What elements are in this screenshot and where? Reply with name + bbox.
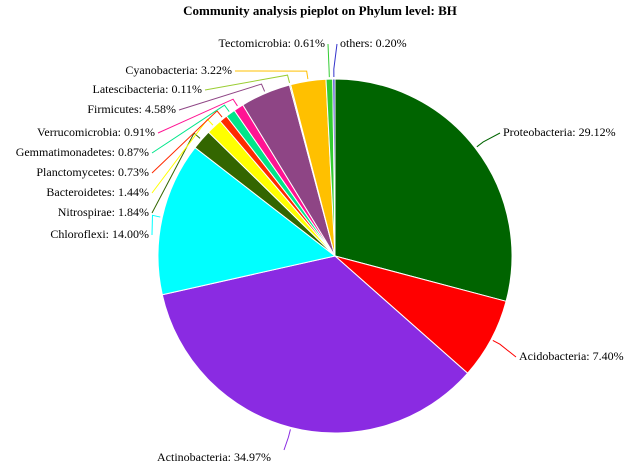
chart-title: Community analysis pieplot on Phylum lev…	[183, 3, 457, 18]
leader-line	[151, 104, 230, 154]
slice-label: Chloroflexi: 14.00%	[50, 227, 149, 241]
leader-line	[151, 118, 214, 194]
leader-line	[151, 110, 223, 174]
slice-label: Acidobacteria: 7.40%	[519, 349, 624, 363]
slice-label: others: 0.20%	[340, 36, 407, 50]
slice-label: Bacteroidetes: 1.44%	[46, 185, 149, 199]
slice-label: Tectomicrobia: 0.61%	[219, 36, 325, 50]
pie-slice	[334, 78, 513, 302]
leader-line	[333, 43, 338, 78]
leader-line	[234, 70, 309, 80]
leader-line	[178, 83, 266, 111]
pie-slice	[332, 78, 336, 257]
slice-label: Proteobacteria: 29.12%	[503, 125, 616, 139]
leader-line	[492, 340, 517, 358]
slice-label: Nitrospirae: 1.84%	[58, 205, 149, 219]
pie-slice	[157, 146, 337, 296]
slice-label: Gemmatimonadetes: 0.87%	[16, 145, 149, 159]
leader-line	[157, 98, 238, 134]
slice-label: Firmicutes: 4.58%	[87, 102, 176, 116]
leader-line	[204, 74, 291, 91]
leader-line	[151, 214, 161, 236]
slice-label: Latescibacteria: 0.11%	[93, 82, 203, 96]
slice-label: Actinobacteria: 34.97%	[157, 450, 271, 464]
leader-line	[283, 429, 291, 451]
pie-slice	[161, 255, 469, 434]
slice-label: Cyanobacteria: 3.22%	[125, 63, 232, 77]
slice-label: Verrucomicrobia: 0.91%	[37, 125, 155, 139]
leader-line	[476, 132, 501, 148]
leader-line	[327, 43, 330, 78]
slice-label: Planctomycetes: 0.73%	[36, 165, 149, 179]
